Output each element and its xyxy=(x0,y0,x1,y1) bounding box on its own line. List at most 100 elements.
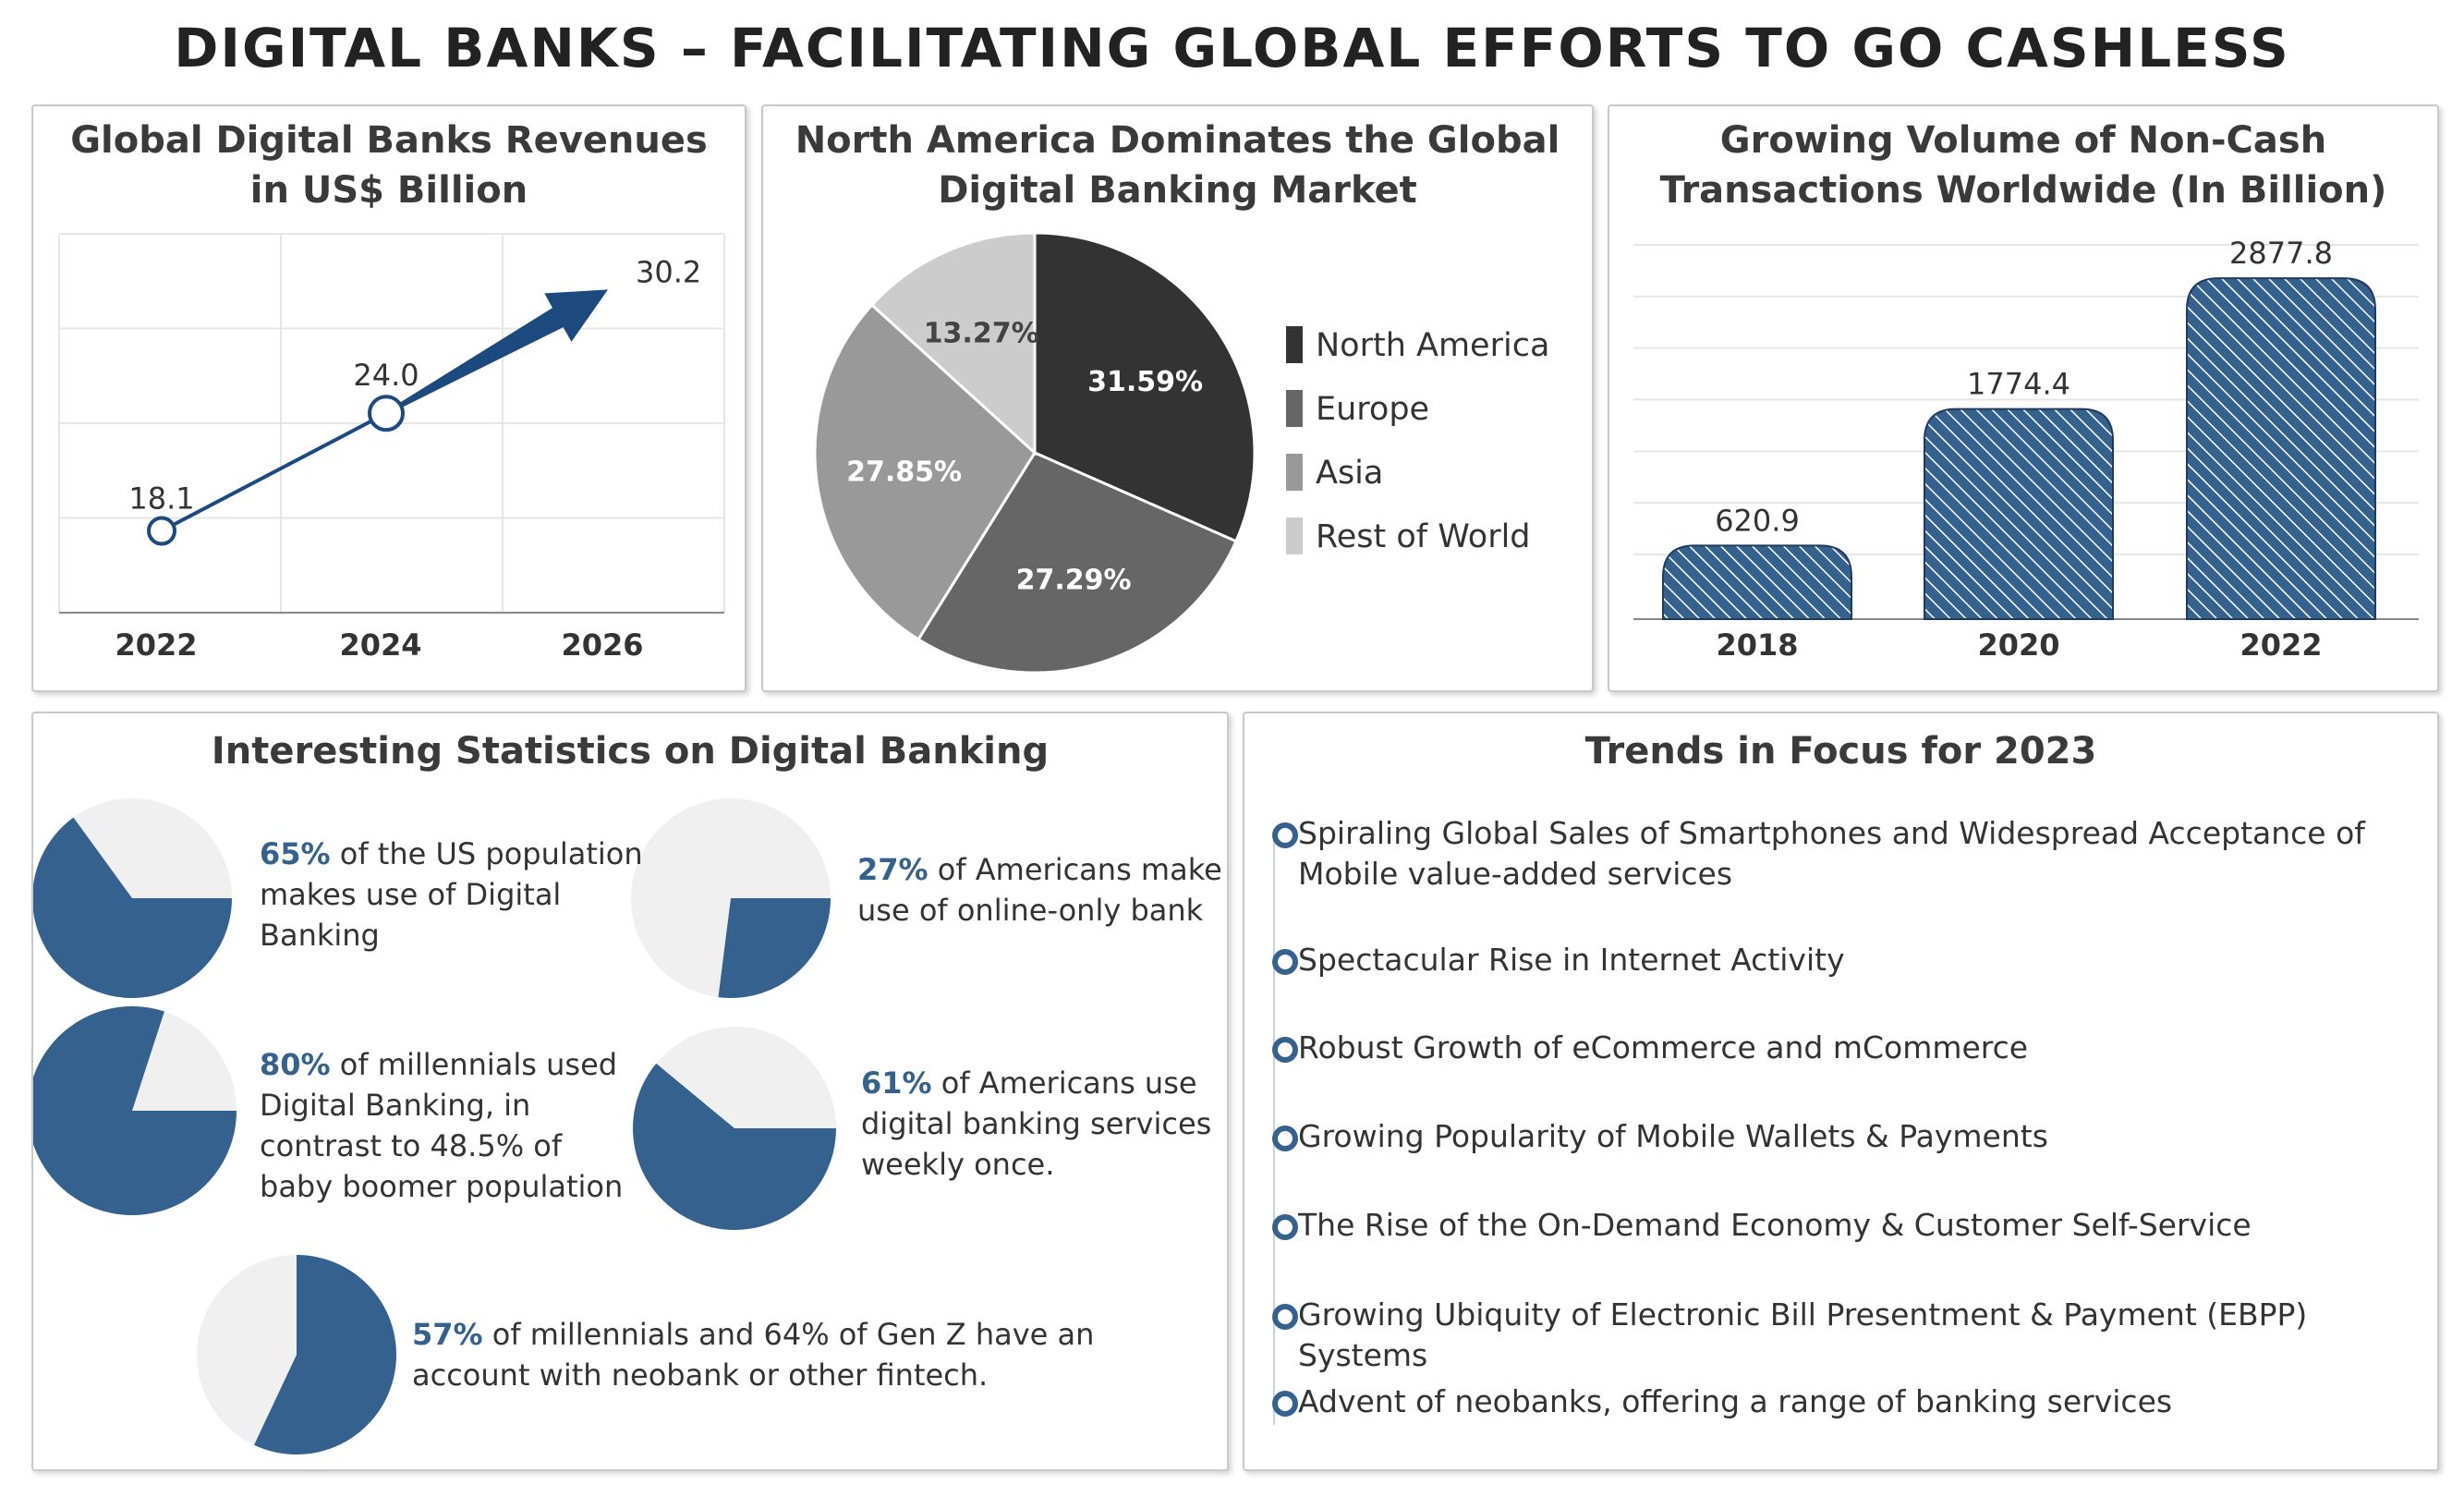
revenue-point xyxy=(147,516,176,546)
market-panel: North America Dominates the Global Digit… xyxy=(761,104,1594,692)
trend-item-2: Spectacular Rise in Internet Activity xyxy=(1272,940,2409,980)
stat-text-3-line-4: baby boomer population xyxy=(260,1169,624,1204)
revenue-arrow xyxy=(385,289,608,415)
pie-value-label: 27.85% xyxy=(846,456,962,489)
pie-value-label: 31.59% xyxy=(1087,366,1203,398)
trend-bullet-icon xyxy=(1272,822,1298,848)
bar-x-tick: 2022 xyxy=(2239,627,2322,663)
revenue-x-tick: 2026 xyxy=(561,627,643,663)
trends-title: Trends in Focus for 2023 xyxy=(1584,730,2097,773)
trend-item-5: The Rise of the On-Demand Economy & Cust… xyxy=(1272,1205,2409,1246)
trend-text-6: Growing Ubiquity of Electronic Bill Pres… xyxy=(1298,1296,2308,1373)
transactions-bar-2022 xyxy=(2186,277,2376,620)
stat-pie-fill xyxy=(33,817,232,998)
legend-label: Europe xyxy=(1316,391,1429,428)
pie-value-label: 27.29% xyxy=(1016,564,1132,596)
bar-value-label: 2877.8 xyxy=(2229,236,2333,271)
trend-text-1-line-1: Spiraling Global Sales of Smartphones an… xyxy=(1298,815,2365,851)
trend-text-7: Advent of neobanks, offering a range of … xyxy=(1298,1383,2173,1419)
stat-text-2-line-2: use of online-only bank xyxy=(857,893,1204,928)
stat-item-2: 27% of Americans make use of online-only… xyxy=(857,849,1222,931)
stat-pie-4 xyxy=(632,1027,836,1230)
trend-item-1: Spiraling Global Sales of Smartphones an… xyxy=(1272,813,2409,895)
trend-item-7: Advent of neobanks, offering a range of … xyxy=(1272,1382,2409,1422)
transactions-chart: 620.9 2018 1774.4 2020 2877.8 2022 xyxy=(1633,236,2419,663)
trend-text-5: The Rise of the On-Demand Economy & Cust… xyxy=(1298,1207,2252,1243)
revenue-line-segment xyxy=(161,411,387,533)
statistics-pies xyxy=(33,798,836,1455)
stat-pct-2: 27% xyxy=(857,852,929,887)
trends-panel: Trends in Focus for 2023 Spiraling Globa… xyxy=(1243,712,2439,1471)
revenue-title-line2: in US$ Billion xyxy=(249,169,528,212)
trend-bullet-icon xyxy=(1272,1214,1298,1240)
legend-swatch xyxy=(1286,454,1303,491)
stat-pie-fill xyxy=(254,1255,396,1455)
stat-item-4: 61% of Americans use digital banking ser… xyxy=(861,1063,1226,1185)
transactions-title-line2: Transactions Worldwide (In Billion) xyxy=(1659,169,2387,212)
trend-item-6: Growing Ubiquity of Electronic Bill Pres… xyxy=(1272,1295,2409,1376)
trend-bullet-icon xyxy=(1272,1391,1298,1417)
transactions-bar-2018 xyxy=(1662,544,1852,620)
revenue-title-line1: Global Digital Banks Revenues xyxy=(70,119,708,162)
trend-bullet-icon xyxy=(1272,1126,1298,1151)
stat-text-4-line-1: of Americans use xyxy=(941,1065,1197,1101)
transactions-title-line1: Growing Volume of Non-Cash xyxy=(1719,119,2327,162)
stat-item-1: 65% of the US population makes use of Di… xyxy=(260,834,666,956)
stat-pie-1 xyxy=(33,798,232,998)
stat-text-3-line-2: Digital Banking, in xyxy=(260,1088,531,1123)
trend-bullet-icon xyxy=(1272,1304,1298,1330)
stat-text-2-line-1: of Americans make xyxy=(937,852,1222,887)
legend-swatch xyxy=(1286,517,1303,554)
legend-swatch xyxy=(1286,390,1303,427)
revenue-panel: Global Digital Banks Revenues in US$ Bil… xyxy=(31,104,746,692)
stat-pie-fill xyxy=(632,1063,836,1230)
trend-text-4: Growing Popularity of Mobile Wallets & P… xyxy=(1298,1118,2048,1154)
stat-pie-fill xyxy=(718,898,831,998)
market-title-line2: Digital Banking Market xyxy=(938,169,1417,212)
revenue-x-tick: 2024 xyxy=(339,627,421,663)
stat-pct-1: 65% xyxy=(260,836,331,871)
statistics-panel: Interesting Statistics on Digital Bankin… xyxy=(31,712,1229,1471)
stat-text-5-line-2: account with neobank or other fintech. xyxy=(412,1357,989,1393)
revenue-chart: 18.1 24.0 30.2 2022 2024 2026 xyxy=(58,233,725,663)
revenue-value-label: 24.0 xyxy=(353,358,419,393)
legend-label: Asia xyxy=(1316,455,1383,492)
stat-pct-3: 80% xyxy=(260,1047,331,1082)
revenue-point xyxy=(368,395,405,432)
stat-pie-3 xyxy=(33,1006,237,1215)
stat-pct-5: 57% xyxy=(412,1317,483,1352)
revenue-value-label: 18.1 xyxy=(128,481,194,517)
bar-value-label: 1774.4 xyxy=(1967,367,2070,402)
main-title: DIGITAL BANKS – FACILITATING GLOBAL EFFO… xyxy=(174,17,2290,79)
trend-text-3: Robust Growth of eCommerce and mCommerce xyxy=(1298,1029,2029,1065)
stat-text-1-line-3: Banking xyxy=(260,918,380,953)
legend-label: Rest of World xyxy=(1316,518,1531,555)
market-chart: 31.59% 27.29% 27.85% 13.27% North America Eur… xyxy=(813,231,1549,675)
trends-connector xyxy=(1273,834,1275,1425)
market-title-line1: North America Dominates the Global xyxy=(795,119,1560,162)
bar-value-label: 620.9 xyxy=(1715,503,1800,538)
stat-text-3-line-3: contrast to 48.5% of xyxy=(260,1128,563,1163)
trend-bullet-icon xyxy=(1272,949,1298,975)
stat-pie-5 xyxy=(197,1255,396,1455)
revenue-x-tick: 2022 xyxy=(115,627,197,663)
pie-slice-asia xyxy=(813,302,1037,641)
stat-text-3-line-1: of millennials used xyxy=(339,1047,618,1082)
trend-text-2: Spectacular Rise in Internet Activity xyxy=(1298,942,1845,978)
stat-text-4-line-2: digital banking services xyxy=(861,1106,1212,1141)
revenue-value-label: 30.2 xyxy=(636,254,701,289)
pie-value-label: 13.27% xyxy=(924,317,1039,349)
bar-x-tick: 2018 xyxy=(1716,627,1798,663)
stat-text-4-line-3: weekly once. xyxy=(861,1147,1055,1182)
stat-pie-2 xyxy=(631,798,831,998)
stat-text-1-line-2: makes use of Digital xyxy=(260,877,562,912)
legend-label: North America xyxy=(1316,327,1549,364)
pie-slice-north-america xyxy=(1033,231,1256,543)
trend-item-3: Robust Growth of eCommerce and mCommerce xyxy=(1272,1028,2409,1068)
stat-item-5: 57% of millennials and 64% of Gen Z have… xyxy=(412,1314,1114,1395)
pie-slice-europe xyxy=(916,451,1238,675)
transactions-bar-2020 xyxy=(1924,408,2114,620)
stat-item-3: 80% of millennials used Digital Banking,… xyxy=(260,1044,666,1207)
stat-pie-fill xyxy=(33,1006,237,1215)
legend-swatch xyxy=(1286,326,1303,363)
